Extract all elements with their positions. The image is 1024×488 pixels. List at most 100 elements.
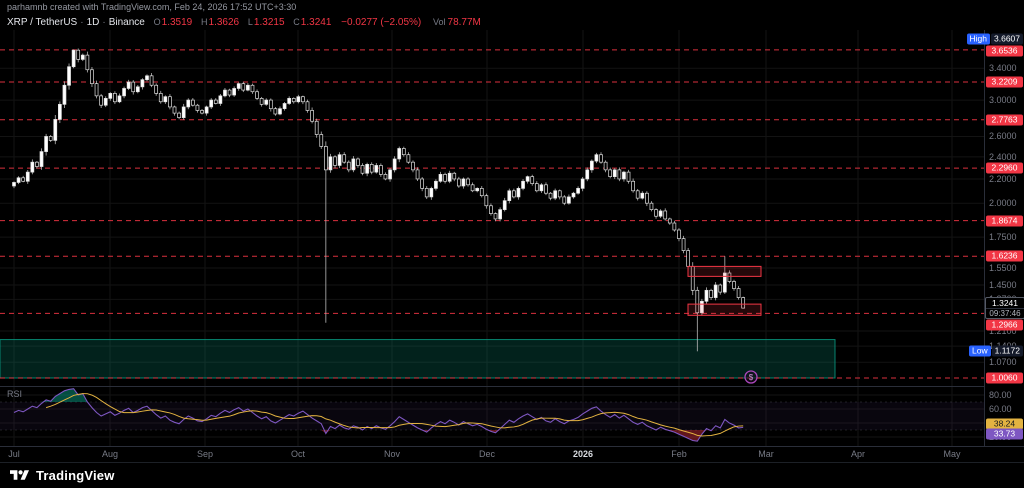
low-label: L [247, 17, 253, 27]
candle-body [191, 99, 195, 106]
time-axis[interactable]: Jul Aug Sep Oct Nov Dec 2026 Feb Mar Apr May [0, 446, 1024, 463]
candle-body [319, 134, 324, 147]
rsi-ma-line [45, 393, 744, 437]
time-label: Sep [196, 449, 214, 459]
last-price-badge: 1.3241 09:37:46 [985, 297, 1024, 320]
candle [585, 167, 590, 182]
candle [732, 279, 736, 291]
candle-body [424, 188, 429, 198]
candle-body [278, 108, 282, 115]
candle [94, 80, 99, 99]
candle [379, 163, 383, 177]
candle-body [163, 96, 168, 103]
candle [227, 88, 232, 98]
candle-body [204, 106, 209, 114]
candle-body [438, 174, 443, 182]
candle [135, 85, 140, 94]
candle-body [645, 192, 649, 204]
candle [521, 179, 525, 191]
candle [351, 156, 356, 173]
candle [259, 96, 264, 107]
candle-body [186, 99, 191, 108]
price-tick-label: 3.4000 [989, 63, 1017, 74]
candle-body [420, 178, 425, 189]
candle [631, 178, 635, 193]
supply-zone-box[interactable] [687, 303, 762, 316]
candle-body [71, 49, 76, 68]
candle [411, 160, 415, 173]
candle-body [282, 103, 287, 110]
time-label: 2026 [572, 449, 594, 459]
candle [567, 194, 571, 205]
symbol-name[interactable]: XRP / TetherUS [7, 17, 78, 28]
price-tick-label: 2.6000 [989, 131, 1017, 142]
candle [282, 101, 287, 111]
demand-zone-box[interactable] [0, 339, 836, 379]
candle-body [12, 182, 16, 187]
candle-body [562, 196, 567, 204]
candle [122, 86, 126, 99]
candle [507, 188, 512, 204]
candle [35, 160, 39, 169]
candle [314, 118, 319, 138]
rsi-value-badge: 33.73 [986, 428, 1023, 440]
candle-body [603, 161, 608, 171]
candle-body [328, 156, 333, 171]
rsi-oversold-fill [14, 430, 744, 442]
candle-body [296, 96, 301, 103]
candle [21, 175, 26, 183]
tradingview-logo-icon[interactable] [10, 468, 29, 483]
candle-body [195, 104, 200, 111]
candle-body [223, 89, 227, 97]
low-chip: Low [969, 345, 991, 357]
price-level-badge: 3.6536 [986, 45, 1023, 57]
high-label: H [201, 17, 208, 27]
candle [681, 235, 686, 254]
candle [328, 153, 333, 173]
candle-body [310, 110, 314, 122]
candle [232, 86, 236, 97]
dollar-sticker[interactable]: $ [744, 370, 758, 384]
candle [663, 208, 668, 221]
candle-body [658, 210, 663, 217]
candle [168, 94, 172, 110]
candle-body [246, 84, 250, 91]
candle-body [113, 93, 117, 103]
price-axis[interactable]: 3.4000 3.0000 2.6000 2.4000 2.2000 2.0000 1.75… [966, 0, 1024, 446]
candle-body [635, 190, 640, 199]
candle [594, 152, 599, 164]
candle-body [241, 83, 246, 91]
candle [374, 163, 379, 174]
high-price-badge: High 3.6607 [966, 33, 1023, 45]
candle-body [452, 172, 457, 180]
candle [562, 195, 567, 206]
candle-body [401, 148, 406, 156]
candle-body [489, 205, 493, 214]
candle [580, 177, 585, 192]
candle [447, 170, 452, 184]
candle [438, 171, 443, 183]
candle-body [287, 98, 292, 104]
candle-body [466, 178, 470, 186]
candle-body [58, 103, 62, 120]
high-chip-value: 3.6607 [991, 33, 1023, 45]
candle-body [301, 96, 305, 103]
rsi-pane-label[interactable]: RSI [7, 389, 23, 399]
candle-body [686, 250, 690, 267]
time-label: Nov [383, 449, 401, 459]
tradingview-wordmark[interactable]: TradingView [36, 468, 115, 483]
candle-body [704, 289, 709, 302]
candle [608, 167, 613, 179]
chart-canvas[interactable]: $ [0, 0, 984, 446]
candle [191, 98, 195, 107]
candle-body [681, 238, 686, 251]
candle-body [85, 54, 90, 71]
candle-body [498, 209, 502, 220]
candle-body [369, 164, 374, 173]
candle-body [608, 169, 613, 178]
interval-label[interactable]: 1D [86, 17, 100, 28]
candle [58, 101, 62, 124]
candle-body [718, 284, 723, 293]
supply-zone-box[interactable] [687, 265, 762, 277]
rsi-tick-label: 60.00 [989, 404, 1012, 414]
